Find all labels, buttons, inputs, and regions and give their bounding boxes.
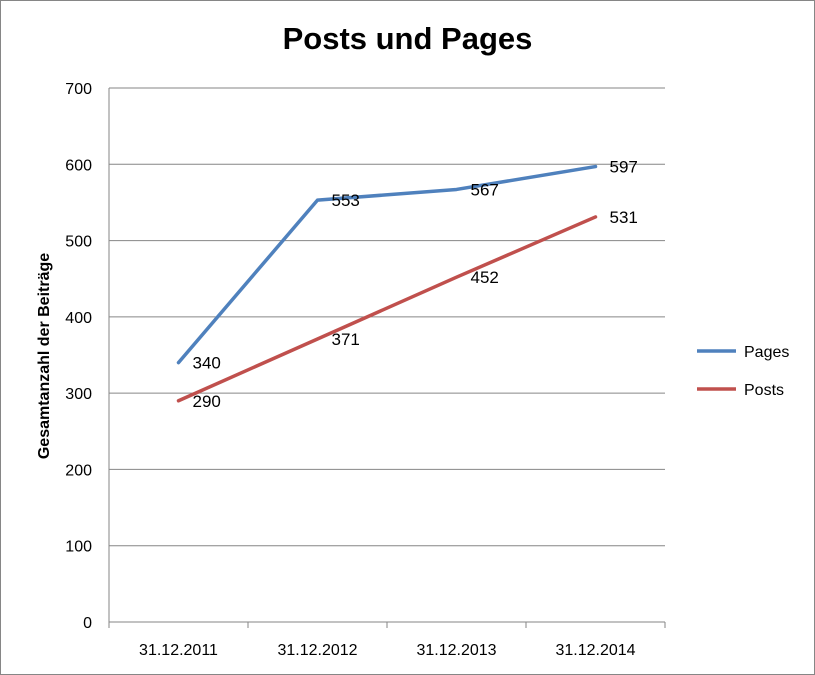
data-label-posts: 371 <box>332 330 360 349</box>
x-tick-label: 31.12.2013 <box>416 642 496 659</box>
legend-label-pages: Pages <box>744 344 789 361</box>
y-tick-label: 300 <box>65 386 92 403</box>
data-label-posts: 531 <box>610 208 638 227</box>
data-label-posts: 452 <box>471 268 499 287</box>
data-label-pages: 340 <box>193 354 221 373</box>
series-line-pages <box>176 164 598 365</box>
data-label-posts: 290 <box>193 392 221 411</box>
y-tick-label: 200 <box>65 462 92 479</box>
y-tick-label: 100 <box>65 539 92 556</box>
x-tick-label: 31.12.2014 <box>555 642 635 659</box>
x-tick-label: 31.12.2011 <box>139 642 218 659</box>
y-tick-label: 400 <box>65 310 92 327</box>
series-line-posts <box>176 215 598 403</box>
y-tick-label: 600 <box>65 157 92 174</box>
legend-label-posts: Posts <box>744 382 784 399</box>
y-tick-label: 700 <box>65 81 92 98</box>
data-label-pages: 597 <box>610 158 638 177</box>
data-label-pages: 567 <box>471 180 499 199</box>
chart-title: Posts und Pages <box>282 21 533 56</box>
y-tick-label: 500 <box>65 234 92 251</box>
y-tick-label: 0 <box>83 615 92 632</box>
data-label-pages: 553 <box>332 191 360 210</box>
x-tick-label: 31.12.2012 <box>277 642 357 659</box>
